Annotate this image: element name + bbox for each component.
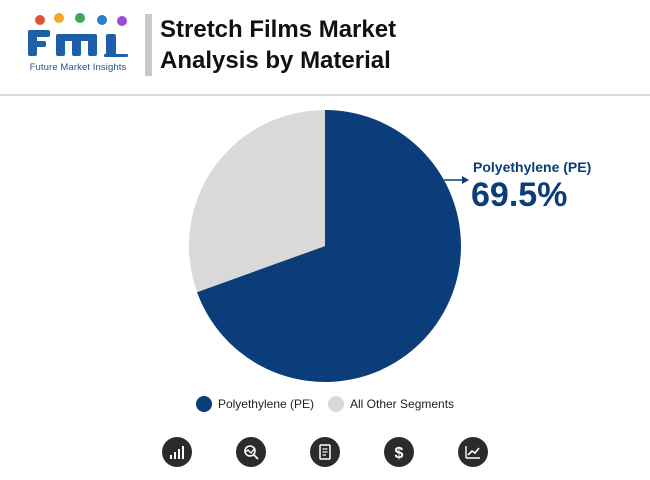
page-title: Stretch Films Market Analysis by Materia… (160, 14, 396, 76)
chart-legend: Polyethylene (PE) All Other Segments (0, 396, 650, 412)
pie-slice-other (189, 110, 325, 293)
legend-swatch-other (328, 396, 344, 412)
fmi-logo: Future Market Insights (22, 12, 134, 78)
growth-chart-icon (162, 437, 192, 467)
callout-arrow-head (462, 176, 469, 184)
callout-value: 69.5% (471, 176, 568, 214)
callout-label: Polyethylene (PE) (473, 159, 592, 175)
footer-icons: $ (0, 437, 650, 467)
dollar-icon: $ (384, 437, 414, 467)
legend-label-pe: Polyethylene (PE) (217, 397, 314, 411)
logo-caption: Future Market Insights (29, 62, 127, 73)
analysis-icon (236, 437, 266, 467)
header-divider (0, 94, 650, 96)
report-icon (310, 437, 340, 467)
pie-svg (189, 110, 469, 382)
pie-chart: Polyethylene (PE) 69.5% (0, 96, 650, 396)
title-line-1: Stretch Films Market (160, 16, 397, 43)
pie-slice-pe (197, 110, 461, 382)
svg-text:$: $ (395, 445, 404, 461)
trend-icon (458, 437, 488, 467)
title-accent-bar (145, 14, 152, 76)
header: Future Market Insights Stretch Films Mar… (0, 0, 650, 94)
legend-item-pe: Polyethylene (PE) (195, 396, 314, 412)
legend-swatch-pe (195, 396, 212, 412)
legend-item-other: All Other Segments (328, 396, 454, 412)
legend-label-other: All Other Segments (350, 397, 455, 411)
logo-mark (28, 13, 128, 57)
title-line-2: Analysis by Material (160, 47, 391, 74)
